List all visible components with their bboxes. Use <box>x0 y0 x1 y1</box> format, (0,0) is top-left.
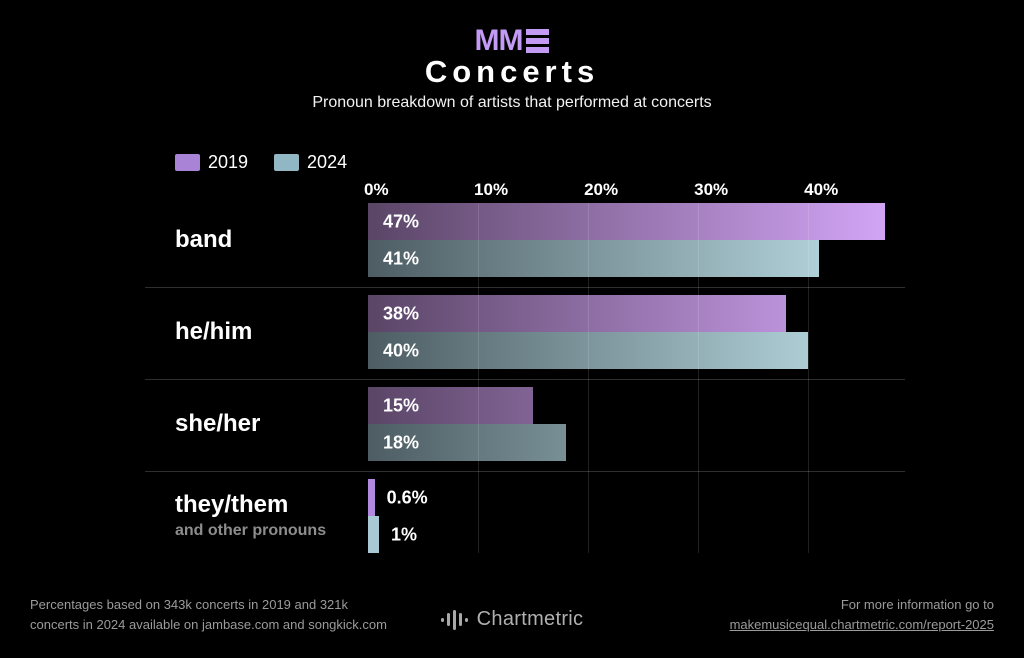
bar-row-2024: 1% <box>368 516 905 553</box>
bar-value-label: 38% <box>383 303 420 323</box>
chart-row-he-him: he/him 38% 40% <box>145 295 905 387</box>
equalizer-icon <box>440 609 468 630</box>
bar-2024-band <box>368 240 820 277</box>
category-label: they/them <box>175 491 289 519</box>
bars-she-her: 15% 18% <box>368 387 905 479</box>
bar-value-label: 18% <box>383 432 420 452</box>
chart-row-they-them: they/them and other pronouns 0.6% 1% <box>145 479 905 553</box>
bar-row-2024: 40% <box>368 332 905 369</box>
row-divider <box>145 379 905 380</box>
bar-chart: 0% 10% 20% 30% 40% band 47% <box>145 180 905 553</box>
legend-item-2019: 2019 <box>175 152 248 173</box>
chartmetric-wordmark: Chartmetric <box>476 608 584 630</box>
bar-value-label: 1% <box>391 524 418 544</box>
bar-row-2019: 15% <box>368 387 905 424</box>
legend-swatch-2024 <box>274 154 300 171</box>
report-link[interactable]: makemusicequal.chartmetric.com/report-20… <box>729 617 994 632</box>
source-note-line1: Percentages based on 343k concerts in 20… <box>30 597 349 612</box>
bar-value-label: 0.6% <box>386 487 428 507</box>
bars-band: 47% 41% <box>368 203 905 295</box>
bar-value-label: 47% <box>383 211 420 231</box>
bar-2024-they-them <box>368 516 379 553</box>
x-tick-label-40: 40% <box>804 180 839 199</box>
source-note: Percentages based on 343k concerts in 20… <box>30 595 387 635</box>
more-info: For more information go to makemusicequa… <box>730 595 994 635</box>
category-label: he/him <box>175 317 253 345</box>
chartmetric-logo: Chartmetric <box>0 608 1024 631</box>
legend-item-2024: 2024 <box>274 152 347 173</box>
x-tick-label-10: 10% <box>474 180 509 199</box>
bars-they-them: 0.6% 1% <box>368 479 905 553</box>
x-tick-label-20: 20% <box>584 180 619 199</box>
row-divider <box>145 287 905 288</box>
x-tick-label-30: 30% <box>694 180 729 199</box>
category-band: band <box>145 203 368 277</box>
mme-logo: MM <box>0 26 1024 56</box>
mme-logo-e-bars-icon <box>526 29 550 53</box>
bar-row-2019: 38% <box>368 295 905 332</box>
more-info-text: For more information go to <box>840 597 994 612</box>
category-label: she/her <box>175 409 261 437</box>
bar-value-label: 40% <box>383 340 420 360</box>
bar-value-label: 15% <box>383 395 420 415</box>
bar-2024-she-her <box>368 424 567 461</box>
source-note-line2: concerts in 2024 available on jambase.co… <box>30 617 387 632</box>
bars-he-him: 38% 40% <box>368 295 905 387</box>
bar-2019-he-him <box>368 295 787 332</box>
x-axis: 0% 10% 20% 30% 40% <box>145 180 905 203</box>
x-tick-label-0: 0% <box>364 180 389 199</box>
bar-value-label: 41% <box>383 248 420 268</box>
category-they-them: they/them and other pronouns <box>145 479 368 553</box>
bar-row-2024: 41% <box>368 240 905 277</box>
bar-row-2024: 18% <box>368 424 905 461</box>
bar-row-2019: 47% <box>368 203 905 240</box>
legend-label-2019: 2019 <box>208 152 249 172</box>
chart-row-she-her: she/her 15% 18% <box>145 387 905 479</box>
category-she-her: she/her <box>145 387 368 461</box>
bar-2019-she-her <box>368 387 534 424</box>
page-subtitle: Pronoun breakdown of artists that perfor… <box>312 94 712 111</box>
chart-rows: band 47% 41% he/him <box>145 203 905 553</box>
row-divider <box>145 471 905 472</box>
category-label: band <box>175 225 233 253</box>
category-he-him: he/him <box>145 295 368 369</box>
legend: 2019 2024 <box>175 152 347 173</box>
bar-2019-they-them <box>368 479 375 516</box>
legend-swatch-2019 <box>175 154 200 171</box>
page-title: Concerts <box>424 54 600 89</box>
bar-2019-band <box>368 203 886 240</box>
bar-row-2019: 0.6% <box>368 479 905 516</box>
mme-logo-text: MM <box>474 24 524 57</box>
bar-2024-he-him <box>368 332 809 369</box>
legend-label-2024: 2024 <box>307 152 348 172</box>
chart-row-band: band 47% 41% <box>145 203 905 295</box>
category-note: and other pronouns <box>175 521 327 539</box>
